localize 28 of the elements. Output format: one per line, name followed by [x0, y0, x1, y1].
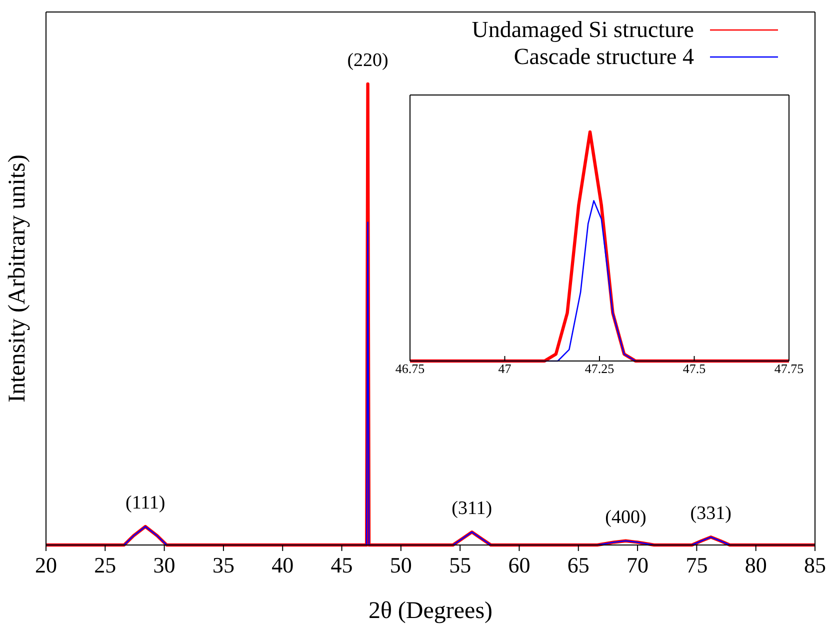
y-axis-title: Intensity (Arbitrary units) [4, 154, 31, 402]
x-tick-label: 25 [94, 552, 116, 578]
annotation: (111) [126, 492, 166, 514]
x-tick-label: 47.25 [584, 361, 614, 376]
x-tick-label: 85 [804, 552, 826, 578]
annotation: (331) [690, 503, 732, 524]
x-tick-label: 47.75 [774, 361, 804, 376]
x-tick-label: 46.75 [395, 361, 425, 376]
legend-label: Cascade structure 4 [514, 43, 694, 70]
x-tick-label: 55 [449, 552, 472, 578]
x-tick-label: 45 [330, 552, 353, 578]
annotation: (220) [347, 50, 388, 71]
x-tick-label: 47.5 [682, 361, 706, 376]
x-tick-label: 20 [35, 552, 57, 578]
x-tick-label: 60 [508, 552, 530, 578]
x-tick-label: 50 [390, 552, 412, 578]
x-tick-label: 70 [626, 552, 649, 578]
x-tick-label: 35 [212, 552, 234, 578]
x-tick-label: 30 [153, 552, 176, 578]
x-tick-label: 40 [272, 552, 294, 578]
annotation: (400) [605, 506, 646, 528]
x-tick-label: 47 [498, 361, 512, 376]
annotation: (311) [452, 498, 492, 520]
x-tick-label: 65 [567, 552, 590, 578]
x-tick-label: 80 [744, 552, 767, 578]
x-axis-title: 2θ (Degrees) [368, 598, 493, 624]
legend-label: Undamaged Si structure [472, 16, 694, 43]
x-tick-label: 75 [686, 552, 708, 578]
